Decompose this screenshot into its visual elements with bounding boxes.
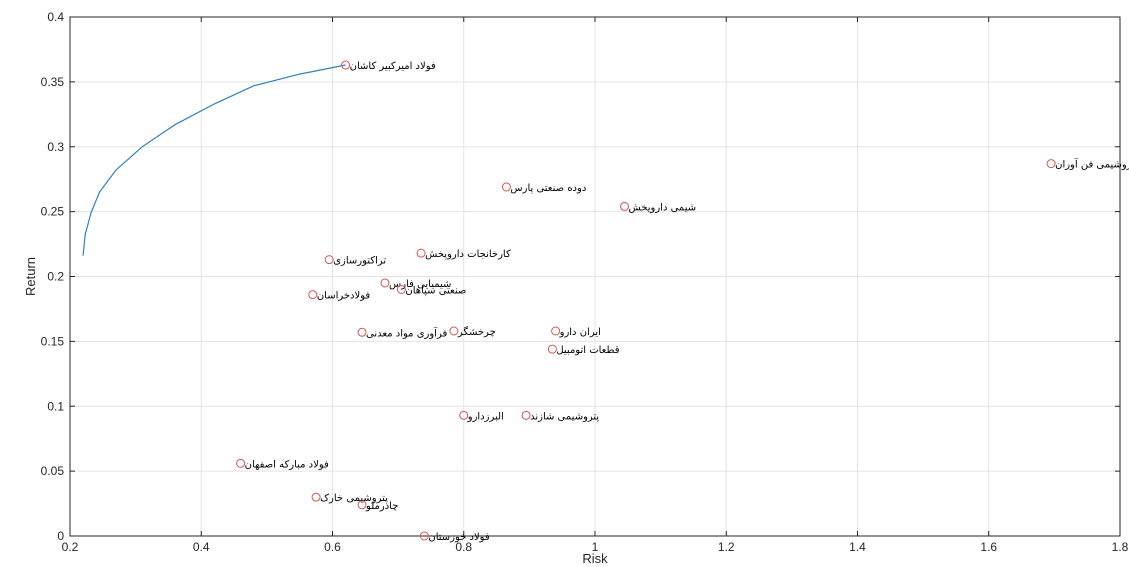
scatter-points: فولاد امیرکبیر کاشان پتروشیمی فن آوران دود… xyxy=(236,60,1129,543)
data-point xyxy=(521,410,531,420)
y-tick-label: 0.3 xyxy=(47,140,64,154)
x-tick-label: 0.8 xyxy=(455,540,472,554)
y-tick-label: 0.15 xyxy=(41,334,65,348)
x-tick-label: 1.8 xyxy=(1112,540,1129,554)
data-point xyxy=(236,458,246,468)
x-tick-label: 0.2 xyxy=(62,540,79,554)
y-axis-label: Return xyxy=(23,257,38,296)
x-tick-label: 0.4 xyxy=(193,540,210,554)
y-tick-label: 0.2 xyxy=(47,270,64,284)
data-point-label: فرآوری مواد معدنی xyxy=(366,326,447,339)
x-tick-label: 1 xyxy=(592,540,599,554)
data-point xyxy=(419,531,429,541)
y-tick-label: 0.25 xyxy=(41,205,65,219)
data-point-label: پتروشیمی شازند xyxy=(530,411,599,422)
y-axis-ticks: 0 0.05 0.1 0.15 0.2 0.25 0.3 0.35 0.4 xyxy=(41,10,1120,543)
data-point-label: فولادخراسان xyxy=(317,291,371,302)
y-tick-label: 0.4 xyxy=(47,10,64,24)
grid xyxy=(69,16,1121,537)
data-point xyxy=(416,248,426,258)
data-point xyxy=(380,278,390,288)
data-point-label: البرزدارو xyxy=(467,411,504,422)
data-point-label: کارخانجات داروپخش xyxy=(425,249,511,260)
data-point-label: فولاد مبارکه اصفهان xyxy=(245,459,329,470)
efficient-frontier-line xyxy=(82,64,346,256)
data-point-label: چادرملو xyxy=(365,501,398,512)
y-tick-label: 0 xyxy=(57,529,64,543)
x-tick-label: 0.6 xyxy=(324,540,341,554)
x-axis-ticks: 0.2 0.4 0.6 0.8 1 1.2 1.4 1.6 1.8 xyxy=(62,17,1129,554)
data-point xyxy=(620,201,630,211)
data-point xyxy=(547,344,557,354)
data-point xyxy=(501,182,511,192)
data-point-label: چرخشگر xyxy=(457,326,496,338)
data-point-label: قطعات اتومبیل xyxy=(556,345,619,356)
data-point xyxy=(357,327,367,337)
data-point xyxy=(357,500,367,510)
data-point-label: فولاد امیرکبیر کاشان xyxy=(350,61,436,72)
data-point xyxy=(449,326,459,336)
data-point xyxy=(396,284,406,294)
data-point xyxy=(1046,159,1056,169)
data-point-label: ایران دارو xyxy=(559,327,601,338)
y-tick-label: 0.05 xyxy=(41,464,65,478)
data-point xyxy=(308,290,318,300)
y-tick-label: 0.1 xyxy=(47,399,64,413)
data-point-label: شیمیایی فارس xyxy=(389,279,451,290)
y-tick-label: 0.35 xyxy=(41,75,65,89)
data-point xyxy=(311,492,321,502)
x-tick-label: 1.4 xyxy=(849,540,866,554)
x-tick-label: 1.2 xyxy=(718,540,735,554)
data-point-label: پتروشیمی فن آوران xyxy=(1055,158,1129,171)
data-point xyxy=(341,60,351,70)
data-point xyxy=(551,326,561,336)
data-point xyxy=(459,410,469,420)
data-point-label: تراکتورسازی xyxy=(333,256,386,267)
data-point-label: صنعتی سپاهان xyxy=(405,285,466,296)
data-point-label: فولاد خوزستان xyxy=(428,532,489,543)
data-point-label: دوده صنعتی پارس xyxy=(510,183,586,194)
data-point xyxy=(324,255,334,265)
x-tick-label: 1.6 xyxy=(980,540,997,554)
x-axis-label: Risk xyxy=(582,551,608,566)
data-point-label: پتروشیمی خارک xyxy=(320,493,388,504)
data-point-label: شیمی داروپخش xyxy=(629,202,697,213)
